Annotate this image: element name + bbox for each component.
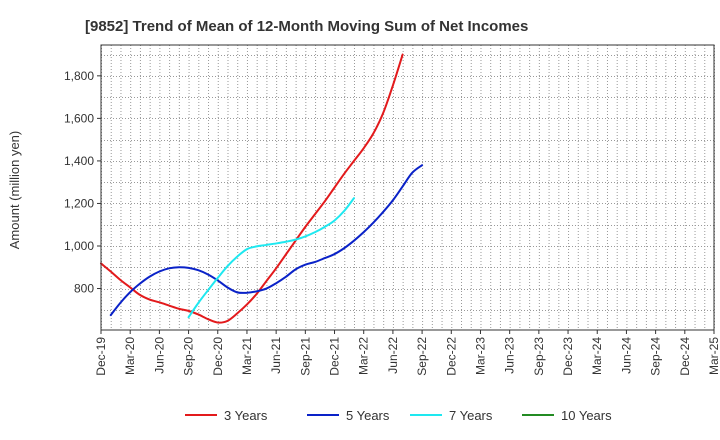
x-tick-label: Mar-21 — [240, 337, 254, 375]
x-tick-label: Jun-24 — [619, 337, 633, 374]
x-tick-label: Jun-22 — [386, 337, 400, 374]
grid-lines — [101, 45, 715, 330]
y-axis-ticks: 800 1,000 1,200 1,400 1,600 1,800 — [64, 69, 101, 296]
x-tick-label: Sep-22 — [415, 337, 429, 376]
legend-label-3-years: 3 Years — [224, 408, 268, 423]
x-tick-label: Dec-23 — [561, 337, 575, 376]
x-tick-label: Mar-25 — [707, 337, 720, 375]
x-tick-label: Dec-20 — [211, 337, 225, 376]
x-tick-label: Sep-24 — [649, 337, 663, 376]
x-tick-label: Dec-19 — [94, 337, 108, 376]
x-tick-label: Jun-23 — [503, 337, 517, 374]
series-line-7-years — [187, 197, 355, 319]
x-tick-label: Mar-20 — [123, 337, 137, 375]
y-tick-label: 1,400 — [64, 154, 94, 168]
y-tick-label: 800 — [74, 282, 94, 296]
series-line-5-years — [109, 164, 424, 317]
x-tick-label: Dec-22 — [444, 337, 458, 376]
x-tick-label: Sep-23 — [532, 337, 546, 376]
y-tick-label: 1,000 — [64, 239, 94, 253]
legend-label-10-years: 10 Years — [561, 408, 612, 423]
plot-frame — [100, 44, 715, 331]
x-tick-label: Mar-22 — [357, 337, 371, 375]
x-tick-label: Jun-20 — [152, 337, 166, 374]
x-tick-label: Jun-21 — [269, 337, 283, 374]
x-tick-label: Sep-20 — [182, 337, 196, 376]
legend-label-7-years: 7 Years — [449, 408, 493, 423]
x-tick-label: Mar-24 — [590, 337, 604, 375]
y-tick-label: 1,800 — [64, 69, 94, 83]
x-tick-label: Sep-21 — [298, 337, 312, 376]
series-lines — [100, 53, 424, 324]
series-line-3-years — [100, 53, 404, 324]
x-tick-label: Dec-21 — [328, 337, 342, 376]
x-axis-ticks: Dec-19 Mar-20 Jun-20 Sep-20 Dec-20 Mar-21 Jun-… — [94, 330, 720, 376]
legend: 3 Years 5 Years 7 Years 10 Years — [185, 408, 612, 423]
x-tick-label: Dec-24 — [678, 337, 692, 376]
legend-label-5-years: 5 Years — [346, 408, 390, 423]
y-axis-label: Amount (million yen) — [7, 131, 22, 250]
y-tick-label: 1,600 — [64, 111, 94, 125]
x-tick-label: Mar-23 — [473, 337, 487, 375]
y-tick-label: 1,200 — [64, 196, 94, 210]
chart-title: [9852] Trend of Mean of 12-Month Moving … — [85, 18, 528, 35]
